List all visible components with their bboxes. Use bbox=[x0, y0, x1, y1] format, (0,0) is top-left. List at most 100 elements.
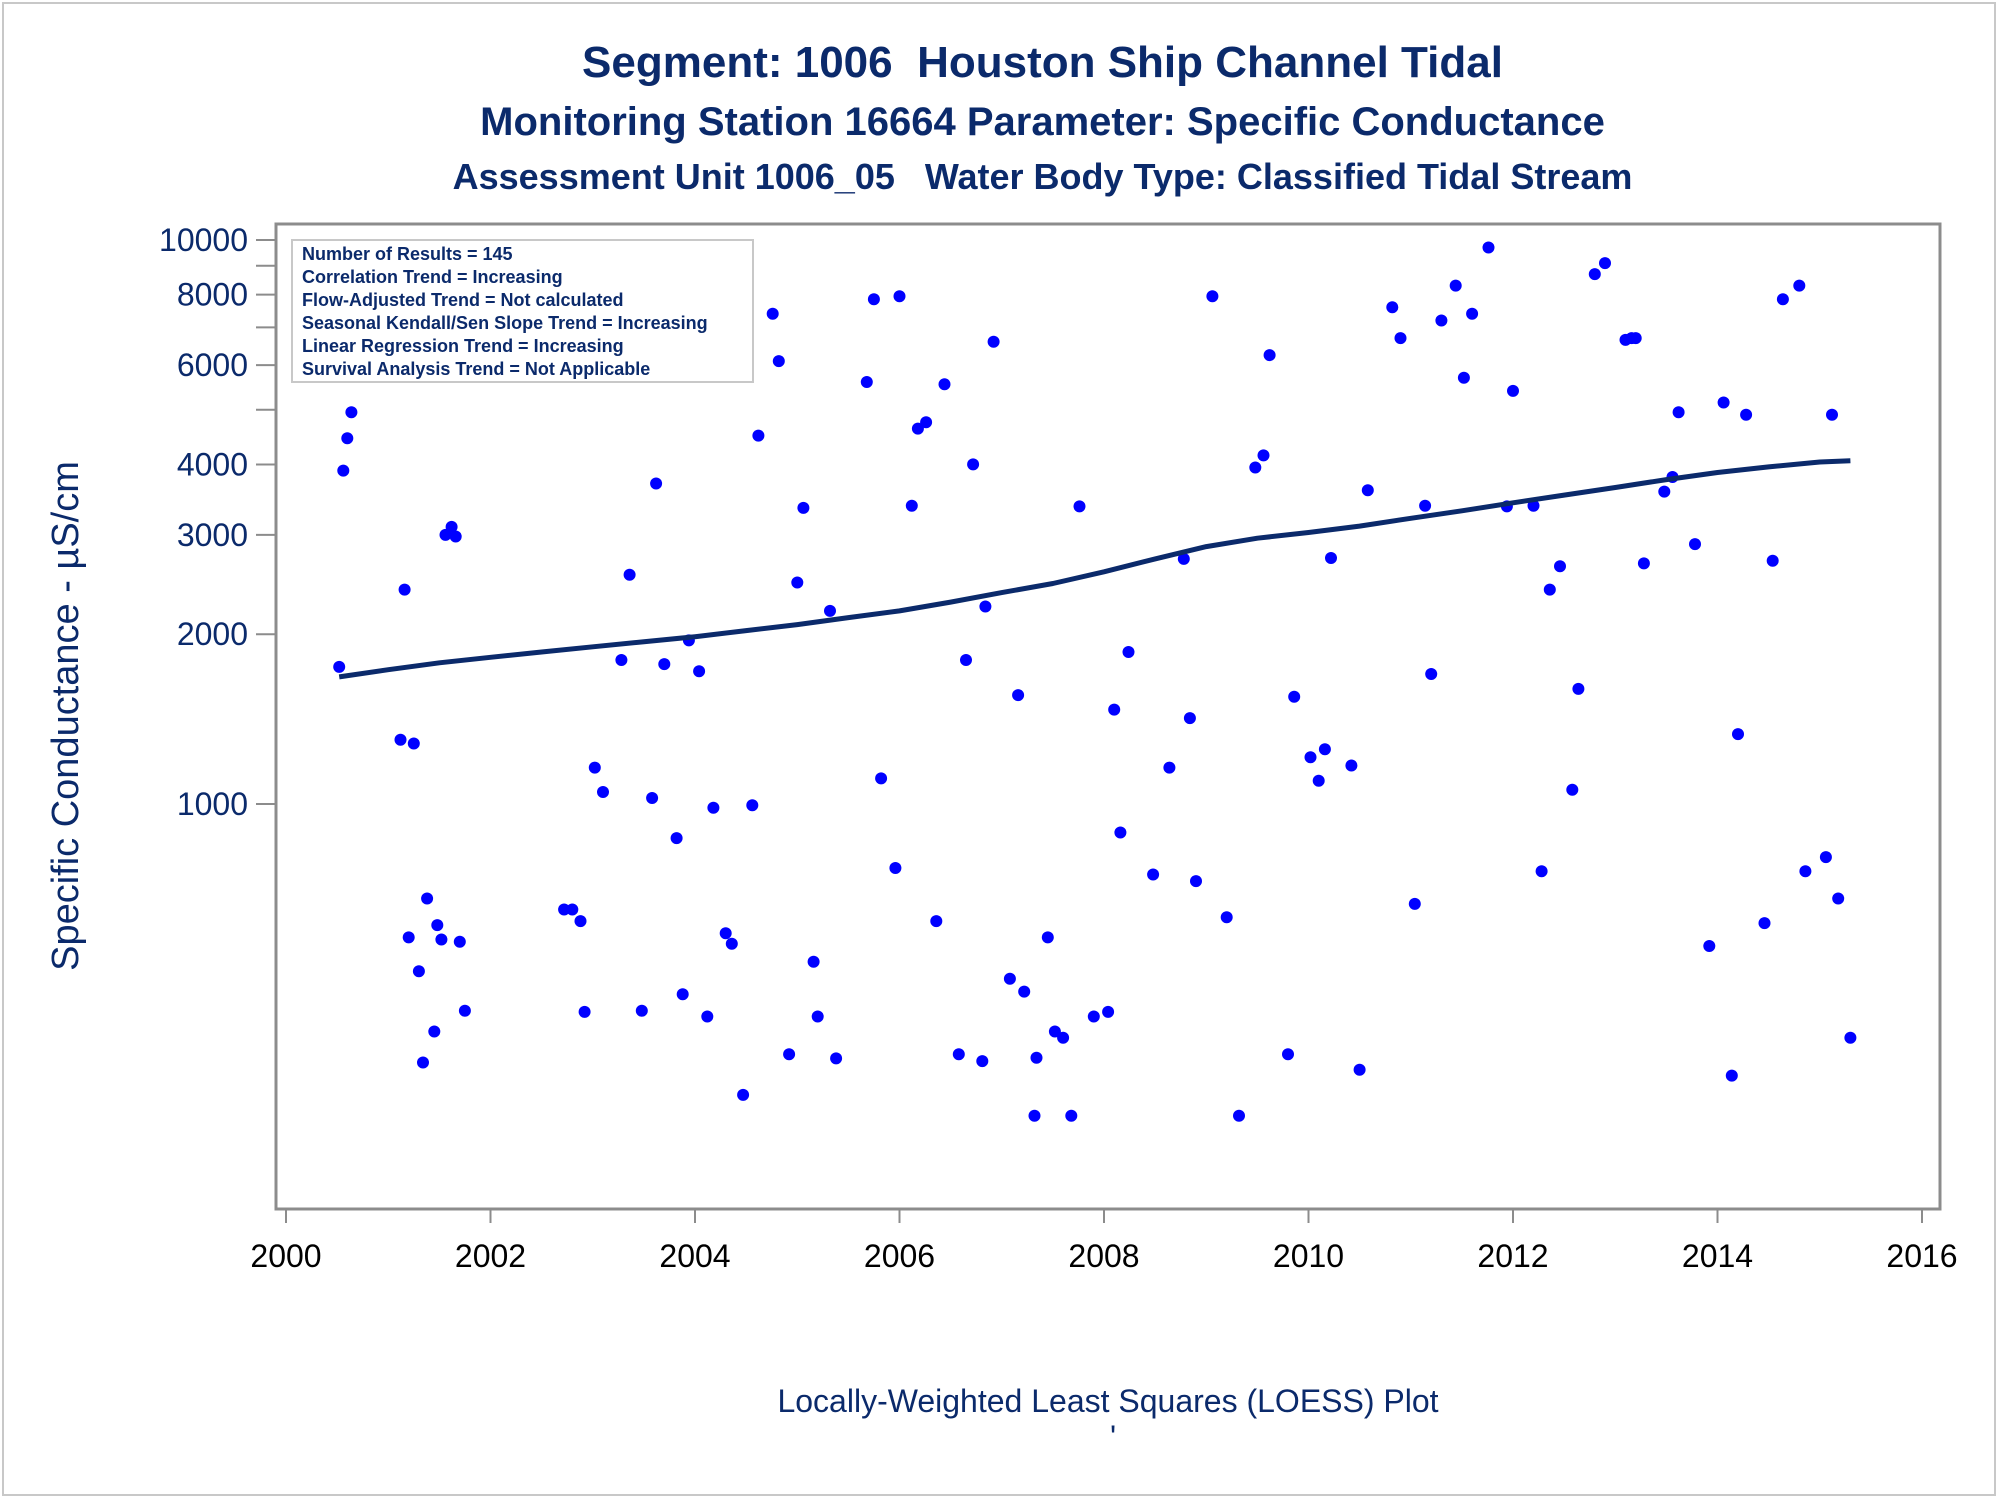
legend-line: Correlation Trend = Increasing bbox=[302, 267, 563, 287]
data-point bbox=[1087, 1010, 1100, 1023]
data-point bbox=[824, 604, 836, 617]
data-point bbox=[1183, 712, 1196, 725]
data-point bbox=[1507, 384, 1519, 397]
legend-line: Survival Analysis Trend = Not Applicable bbox=[302, 359, 650, 379]
data-point bbox=[701, 1010, 714, 1023]
y-tick-label: 10000 bbox=[159, 222, 248, 258]
data-point bbox=[623, 568, 636, 581]
data-point bbox=[574, 915, 587, 928]
data-point bbox=[1717, 396, 1730, 409]
data-point bbox=[1629, 332, 1642, 345]
data-point bbox=[976, 1055, 989, 1068]
data-point bbox=[1108, 703, 1121, 716]
data-point bbox=[1304, 751, 1317, 764]
data-point bbox=[707, 801, 720, 814]
data-point bbox=[341, 432, 354, 445]
data-point bbox=[737, 1088, 750, 1101]
data-point bbox=[1588, 268, 1601, 281]
data-point bbox=[435, 933, 448, 946]
data-point bbox=[1658, 485, 1671, 498]
y-tick-label: 2000 bbox=[177, 616, 248, 652]
data-point bbox=[797, 501, 810, 514]
y-tick-label: 1000 bbox=[177, 786, 248, 822]
data-point bbox=[431, 919, 444, 932]
data-point bbox=[1703, 940, 1716, 952]
data-point bbox=[1566, 783, 1579, 796]
data-point bbox=[1766, 554, 1779, 567]
legend-border bbox=[291, 239, 754, 383]
data-point bbox=[1102, 1005, 1115, 1018]
y-tick-label: 3000 bbox=[177, 517, 248, 553]
x-tick-label: 2010 bbox=[1273, 1238, 1344, 1274]
data-point bbox=[987, 335, 1000, 348]
data-point bbox=[1030, 1051, 1043, 1064]
data-point bbox=[930, 915, 943, 928]
x-tick-label: 2002 bbox=[455, 1238, 526, 1274]
data-point bbox=[1527, 499, 1540, 512]
legend-line: Number of Results = 145 bbox=[302, 244, 513, 264]
data-point bbox=[1425, 668, 1438, 680]
x-axis: 2000 2002 2004 2006 2008 2010 2012 2014 2016 bbox=[250, 1209, 1958, 1274]
data-point bbox=[1361, 484, 1374, 497]
data-point bbox=[1689, 538, 1701, 551]
y-axis-label: Specific Conductance - µS/cm bbox=[45, 461, 87, 971]
data-point bbox=[893, 290, 906, 303]
data-point bbox=[1282, 1048, 1294, 1061]
data-point bbox=[1572, 682, 1585, 695]
x-tick-label: 2014 bbox=[1682, 1238, 1753, 1274]
data-point bbox=[333, 660, 346, 673]
data-point bbox=[1233, 1109, 1245, 1122]
data-point bbox=[1325, 552, 1337, 564]
data-point bbox=[1758, 917, 1771, 930]
x-tick-label: 2012 bbox=[1477, 1238, 1548, 1274]
data-point bbox=[1249, 461, 1262, 474]
data-point bbox=[1028, 1109, 1041, 1122]
chart-subtitle-station: Monitoring Station 16664 Parameter: Spec… bbox=[480, 100, 1605, 144]
x-tick-label: 2008 bbox=[1068, 1238, 1139, 1274]
data-point bbox=[1065, 1109, 1078, 1122]
data-point bbox=[938, 378, 951, 391]
x-tick-label: 2006 bbox=[864, 1238, 935, 1274]
x-tick-label: 2016 bbox=[1886, 1238, 1957, 1274]
data-point bbox=[905, 499, 918, 512]
footnote: Locally-Weighted Least Squares (LOESS) P… bbox=[777, 1383, 1438, 1419]
data-point bbox=[407, 737, 420, 750]
data-point bbox=[402, 931, 415, 944]
data-point bbox=[676, 988, 689, 1001]
data-point bbox=[597, 786, 609, 798]
data-point bbox=[615, 654, 628, 666]
data-point bbox=[1672, 406, 1685, 419]
loess-line bbox=[338, 458, 1851, 680]
data-point bbox=[658, 658, 671, 671]
data-point bbox=[1637, 557, 1650, 570]
data-point bbox=[875, 772, 888, 785]
data-point bbox=[752, 429, 765, 442]
data-point bbox=[693, 665, 706, 678]
data-point bbox=[1466, 307, 1479, 320]
data-point bbox=[1394, 332, 1407, 345]
data-point bbox=[1826, 408, 1838, 421]
data-point bbox=[960, 654, 972, 666]
data-point bbox=[646, 792, 659, 804]
data-point bbox=[1220, 911, 1233, 924]
legend-line: Seasonal Kendall/Sen Slope Trend = Incre… bbox=[302, 313, 708, 333]
data-point bbox=[1844, 1031, 1857, 1044]
data-point bbox=[1057, 1031, 1070, 1044]
y-tick-label: 8000 bbox=[177, 277, 248, 313]
data-point bbox=[1819, 851, 1832, 864]
x-tick-label: 2000 bbox=[250, 1238, 321, 1274]
data-point bbox=[1003, 972, 1016, 985]
data-point bbox=[635, 1004, 648, 1017]
data-point bbox=[860, 376, 873, 388]
data-point bbox=[453, 935, 466, 948]
data-point bbox=[566, 903, 579, 916]
data-point bbox=[337, 464, 350, 477]
data-point bbox=[394, 733, 407, 746]
data-point bbox=[1482, 241, 1495, 254]
data-point bbox=[345, 406, 358, 419]
data-point bbox=[1408, 897, 1421, 910]
plot-area bbox=[274, 222, 1942, 1211]
data-point bbox=[1599, 257, 1611, 270]
data-point bbox=[772, 355, 785, 368]
data-point bbox=[1041, 931, 1054, 944]
